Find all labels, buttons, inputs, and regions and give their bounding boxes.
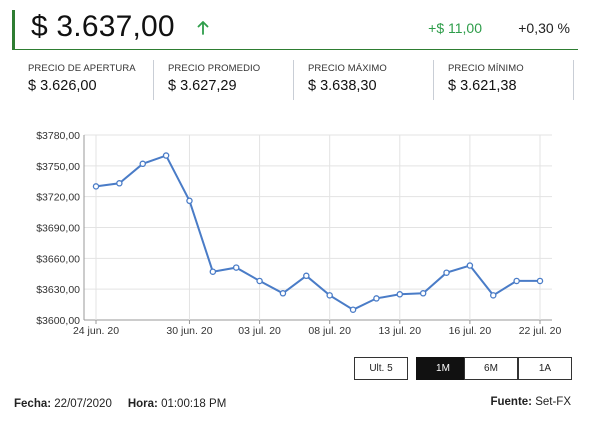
data-point — [139, 160, 146, 168]
y-tick-label: $3750,00 — [36, 161, 80, 173]
price-header: $ 3.637,00 +$ 11,00 +0,30 % — [12, 10, 578, 50]
stat-label: PRECIO MÍNIMO — [448, 63, 524, 74]
stat-label: PRECIO DE APERTURA — [28, 63, 136, 74]
time-label: Hora: — [127, 398, 158, 410]
data-point — [279, 290, 287, 297]
x-tick-label: 08 jul. 20 — [308, 325, 351, 337]
source-label: Fuente: — [490, 396, 532, 408]
footer-source: Fuente: Set-FX — [490, 396, 571, 408]
arrow-up-icon — [197, 21, 209, 35]
footer-datetime: Fecha: 22/07/2020 Hora: 01:00:18 PM — [14, 398, 226, 410]
range-button-1a[interactable]: 1A — [518, 357, 572, 380]
date-value: 22/07/2020 — [54, 398, 112, 410]
stat-value: $ 3.621,38 — [448, 78, 517, 94]
data-point — [373, 295, 380, 302]
data-point — [186, 197, 193, 205]
time-value: 01:00:18 PM — [161, 398, 227, 410]
y-tick-label: $3690,00 — [36, 223, 80, 235]
data-point — [490, 292, 497, 299]
data-point — [536, 277, 544, 285]
stat-opening: PRECIO DE APERTURA $ 3.626,00 — [14, 60, 154, 100]
x-tick-label: 16 jul. 20 — [449, 325, 492, 337]
data-point — [513, 277, 520, 285]
y-tick-label: $3600,00 — [36, 315, 80, 327]
data-point — [232, 264, 240, 271]
data-point — [116, 180, 123, 187]
x-tick-label: 13 jul. 20 — [378, 325, 421, 337]
data-point — [209, 268, 217, 275]
range-button-6m[interactable]: 6M — [464, 357, 518, 380]
stat-label: PRECIO MÁXIMO — [308, 63, 387, 74]
source-value: Set-FX — [535, 396, 571, 408]
data-point — [326, 292, 333, 299]
data-point — [162, 152, 170, 159]
x-tick-label: 03 jul. 20 — [238, 325, 281, 337]
data-point — [396, 291, 404, 298]
y-tick-label: $3780,00 — [36, 130, 80, 142]
price-chart: $3600,00 $3630,00 $3660,00 $3690,00 $3720,00… — [0, 125, 591, 350]
stat-min: PRECIO MÍNIMO $ 3.621,38 — [434, 60, 574, 100]
stat-value: $ 3.638,30 — [308, 78, 377, 94]
x-tick-label: 30 jun. 20 — [166, 325, 212, 337]
data-point — [419, 290, 427, 297]
stat-max: PRECIO MÁXIMO $ 3.638,30 — [294, 60, 434, 100]
x-tick-label: 22 jul. 20 — [519, 325, 562, 337]
stat-value: $ 3.627,29 — [168, 78, 237, 94]
y-tick-label: $3660,00 — [36, 253, 80, 265]
data-point — [466, 262, 474, 269]
price-change-absolute: +$ 11,00 — [428, 20, 482, 36]
stat-value: $ 3.626,00 — [28, 78, 97, 94]
stat-average: PRECIO PROMEDIO $ 3.627,29 — [154, 60, 294, 100]
stat-label: PRECIO PROMEDIO — [168, 63, 261, 74]
current-price: $ 3.637,00 — [31, 10, 175, 43]
y-tick-label: $3630,00 — [36, 284, 80, 296]
y-tick-label: $3720,00 — [36, 192, 80, 204]
range-button-1m[interactable]: 1M — [416, 357, 470, 380]
price-change-percent: +0,30 % — [518, 20, 570, 36]
line-chart: $3600,00 $3630,00 $3660,00 $3690,00 $3720,00… — [36, 130, 562, 337]
range-button-ult5[interactable]: Ult. 5 — [354, 357, 408, 380]
data-point — [92, 183, 100, 190]
series-line — [95, 154, 540, 311]
price-stats: PRECIO DE APERTURA $ 3.626,00 PRECIO PRO… — [14, 60, 580, 100]
data-point — [303, 272, 310, 280]
data-point — [256, 277, 263, 285]
data-point — [349, 306, 357, 313]
data-point — [443, 269, 450, 276]
date-label: Fecha: — [14, 398, 52, 410]
x-tick-label: 24 jun. 20 — [73, 325, 119, 337]
